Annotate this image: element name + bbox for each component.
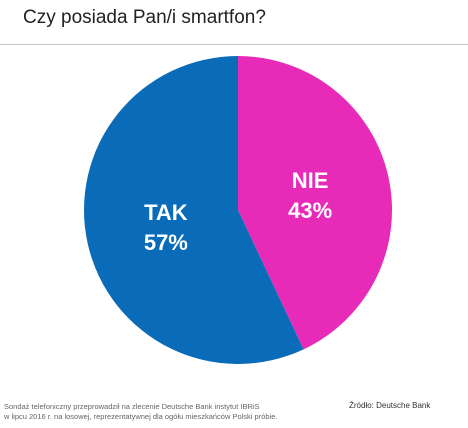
slice-value-tak: 57% xyxy=(144,230,188,255)
source-note: Źródło: Deutsche Bank xyxy=(349,401,431,410)
slice-value-nie: 43% xyxy=(288,198,332,223)
chart-title: Czy posiada Pan/i smartfon? xyxy=(23,7,266,28)
slice-label-nie: NIE xyxy=(292,168,329,193)
pie-slice-tak xyxy=(83,56,304,364)
slice-label-tak: TAK xyxy=(144,200,188,225)
footnote-line-1: Sondaż telefoniczny przeprowadził na zle… xyxy=(4,402,260,411)
title-divider xyxy=(0,44,468,45)
pie-slice-nie xyxy=(238,56,392,350)
footnote: Sondaż telefoniczny przeprowadził na zle… xyxy=(4,402,277,422)
footnote-line-2: w lipcu 2016 r. na losowej, reprezentaty… xyxy=(4,412,278,421)
